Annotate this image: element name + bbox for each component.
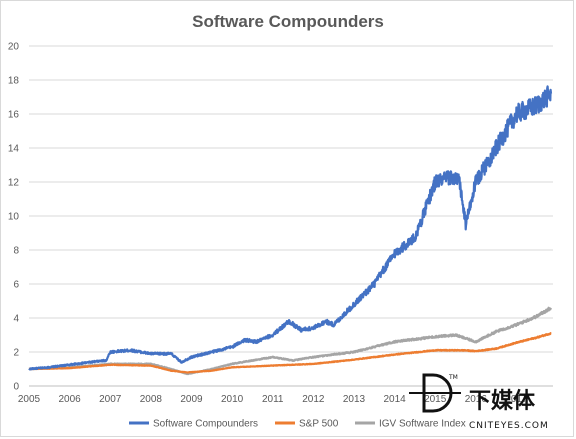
series-lines (28, 85, 553, 376)
watermark-logo: TM 下媒体 CNITEYES.COM (409, 373, 549, 431)
legend-label: Software Compounders (153, 419, 258, 430)
x-tick-label: 2017 (505, 394, 528, 405)
x-tick-label: 2012 (302, 394, 325, 405)
legend-label: IGV Software Index (379, 419, 466, 430)
x-axis-tick-labels: 2005 2006 2007 2008 2009 2010 2011 2012 2013 2014… (18, 394, 528, 405)
y-tick-label: 2 (13, 348, 19, 359)
y-tick-label: 0 (13, 382, 19, 393)
watermark-site-text: CNITEYES.COM (469, 421, 549, 431)
y-tick-label: 12 (8, 178, 20, 189)
legend: Software Compounders S&P 500 IGV Software … (129, 419, 466, 430)
watermark-logo-text: 下媒体 (469, 388, 536, 414)
x-tick-label: 2016 (465, 394, 488, 405)
legend-label: S&P 500 (299, 419, 339, 430)
x-tick-label: 2013 (343, 394, 366, 405)
series-line-s-p-500 (28, 332, 552, 374)
chart-title: Software Compounders (192, 12, 384, 31)
y-tick-label: 8 (13, 246, 19, 257)
x-tick-label: 2008 (140, 394, 163, 405)
series-line-software-compounders (28, 85, 553, 371)
x-tick-label: 2015 (424, 394, 447, 405)
y-tick-label: 18 (8, 76, 20, 87)
y-tick-label: 14 (8, 144, 20, 155)
x-tick-label: 2014 (383, 394, 406, 405)
y-axis-tick-labels: 0 2 4 6 8 10 12 14 16 18 20 (8, 42, 20, 393)
x-tick-label: 2005 (18, 394, 41, 405)
watermark-trademark: TM (448, 374, 458, 381)
x-tick-label: 2006 (58, 394, 81, 405)
y-tick-label: 6 (13, 280, 19, 291)
y-tick-label: 16 (8, 110, 20, 121)
y-tick-label: 10 (8, 212, 20, 223)
y-tick-label: 20 (8, 42, 20, 53)
y-tick-label: 4 (13, 314, 19, 325)
x-tick-label: 2010 (221, 394, 244, 405)
x-tick-label: 2011 (262, 394, 284, 405)
gridlines (29, 45, 553, 387)
x-tick-label: 2009 (180, 394, 203, 405)
x-tick-label: 2007 (99, 394, 122, 405)
